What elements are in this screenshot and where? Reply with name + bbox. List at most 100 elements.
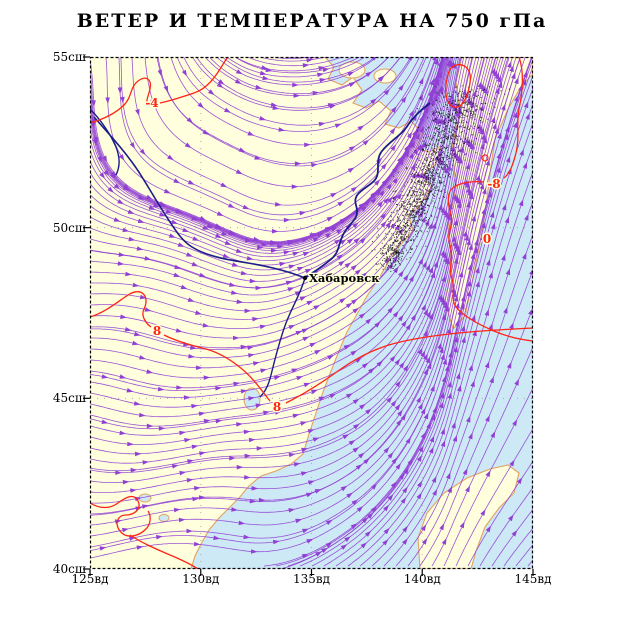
wind-arrow-icon: [107, 186, 114, 193]
wind-arrow-icon: [446, 327, 452, 334]
wind-arrow-icon: [465, 181, 470, 189]
wind-arrow-icon: [325, 233, 332, 239]
wind-arrow-icon: [186, 252, 193, 257]
wind-arrow-icon: [360, 542, 367, 549]
wind-arrow-icon: [390, 144, 397, 152]
wind-arrow-icon: [119, 374, 127, 379]
wind-arrow-icon: [213, 535, 221, 541]
streamline: [226, 57, 365, 78]
wind-arrow-icon: [340, 544, 348, 550]
river: [90, 108, 120, 176]
isotherm-label: 0: [483, 232, 491, 246]
wind-arrow-icon: [244, 475, 251, 480]
wind-arrow-icon: [302, 63, 310, 68]
wind-arrow-icon: [383, 197, 389, 204]
wind-arrow-icon: [496, 166, 501, 174]
wind-arrow-icon: [122, 479, 130, 485]
wind-arrow-icon: [356, 506, 364, 513]
wind-arrow-icon: [181, 69, 187, 77]
wind-arrow-icon: [351, 499, 359, 506]
wind-arrow-icon: [260, 368, 267, 373]
wind-arrow-icon: [359, 237, 366, 244]
wind-arrow-icon: [318, 66, 326, 71]
wind-arrow-icon: [222, 253, 230, 258]
wind-arrow-icon: [194, 486, 201, 491]
wind-arrow-icon: [432, 489, 438, 496]
streamline: [90, 57, 456, 320]
wind-arrow-icon: [139, 355, 146, 360]
wind-arrow-icon: [273, 375, 281, 381]
lon-tick-label: 135вд: [292, 572, 331, 586]
map-layers: ✳ -4 8 8 -8 0 Хабаровск: [90, 57, 533, 569]
wind-arrow-icon: [475, 266, 480, 274]
wind-arrow-icon: [466, 415, 471, 423]
wind-arrow-icon: [179, 430, 186, 436]
streamline: [359, 143, 533, 567]
wind-arrow-icon: [300, 471, 308, 476]
wind-arrow-icon: [293, 462, 301, 467]
wind-arrow-icon: [459, 146, 464, 153]
wind-arrow-icon: [524, 213, 529, 221]
wind-arrow-icon: [355, 464, 363, 470]
wind-arrow-icon: [173, 178, 181, 184]
wind-arrow-icon: [259, 70, 267, 76]
streamline: [371, 170, 533, 567]
wind-arrow-icon: [307, 480, 315, 485]
wind-arrow-icon: [304, 142, 311, 148]
wind-arrow-icon: [294, 161, 302, 166]
wind-arrow-icon: [188, 354, 195, 359]
wind-arrow-icon: [505, 268, 511, 276]
wind-arrow-icon: [338, 260, 345, 267]
wind-arrow-icon: [318, 121, 326, 127]
wind-arrow-icon: [389, 355, 396, 362]
wind-arrow-icon: [375, 189, 381, 196]
wind-arrow-icon: [410, 313, 417, 321]
streamline: [90, 57, 517, 537]
wind-arrow-icon: [272, 105, 280, 110]
wind-arrow-icon: [238, 147, 246, 153]
wind-arrow-icon: [252, 361, 260, 366]
wind-arrow-icon: [295, 518, 303, 524]
wind-arrow-icon: [465, 162, 471, 170]
streamline: [431, 346, 533, 567]
wind-arrow-icon: [302, 528, 309, 534]
streamline: [90, 57, 448, 276]
wind-arrow-icon: [287, 287, 295, 292]
isotherm-contour: [159, 57, 229, 104]
wind-arrow-icon: [441, 538, 447, 545]
wind-arrow-icon: [224, 240, 232, 245]
wind-arrow-icon: [238, 520, 246, 526]
wind-arrow-icon: [272, 539, 280, 545]
wind-arrow-icon: [352, 447, 360, 453]
wind-arrow-icon: [103, 169, 110, 177]
wind-arrow-icon: [374, 179, 381, 186]
streamline: [90, 57, 513, 526]
wind-arrow-icon: [319, 78, 327, 83]
wind-arrow-icon: [186, 528, 193, 534]
wind-arrow-icon: [132, 340, 139, 346]
wind-arrow-icon: [431, 476, 437, 483]
wind-arrow-icon: [464, 136, 469, 144]
wind-arrow-icon: [350, 264, 358, 271]
wind-arrow-icon: [285, 280, 293, 286]
wind-arrow-icon: [193, 541, 201, 547]
wind-arrow-icon: [417, 480, 423, 488]
wind-arrow-icon: [350, 350, 358, 356]
wind-arrow-icon: [501, 203, 507, 211]
city-label: Хабаровск: [309, 271, 380, 285]
wind-arrow-icon: [394, 403, 401, 411]
wind-arrow-icon: [122, 227, 130, 233]
wind-arrow-icon: [508, 514, 514, 522]
wind-arrow-icon: [352, 398, 360, 405]
wind-arrow-icon: [492, 122, 497, 130]
lon-tick-label: 125вд: [71, 572, 109, 586]
wind-arrow-icon: [202, 225, 210, 230]
wind-arrow-icon: [263, 410, 270, 415]
wind-arrow-icon: [344, 536, 351, 542]
lat-tick-label: 40сш: [52, 562, 86, 576]
wind-arrow-icon: [292, 251, 300, 257]
wind-arrow-icon: [523, 101, 529, 109]
wind-arrow-icon: [231, 262, 239, 267]
wind-arrow-icon: [441, 163, 447, 171]
wind-arrow-icon: [446, 472, 451, 480]
